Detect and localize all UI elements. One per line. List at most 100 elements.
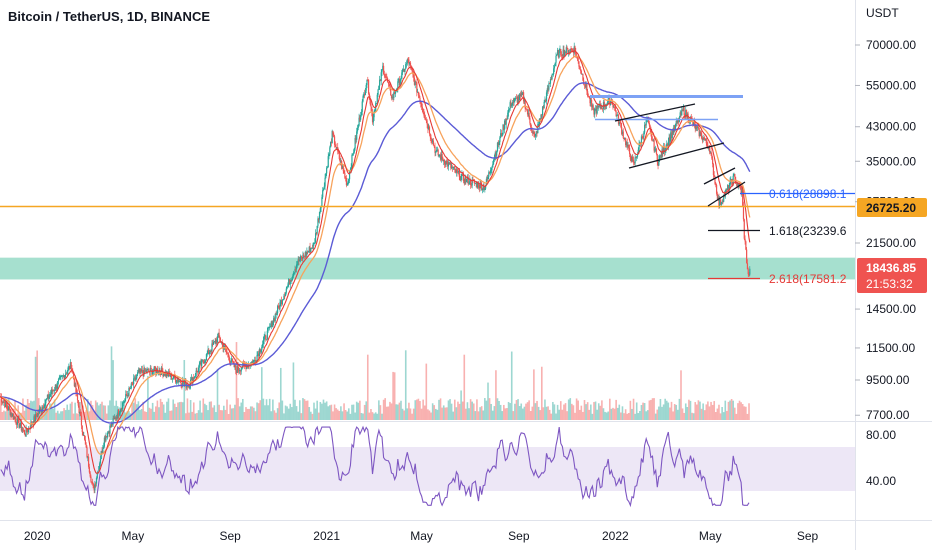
volume-bar (338, 410, 341, 420)
candle-body (439, 154, 441, 156)
candle-body (478, 187, 480, 189)
candle-body (538, 124, 540, 125)
volume-bar (683, 412, 685, 420)
volume-bar (132, 402, 135, 420)
candle-body (121, 402, 124, 410)
candle-body (260, 350, 262, 352)
candle-body (554, 62, 556, 67)
candle-body (125, 394, 128, 396)
candle-body (698, 127, 700, 137)
candle-body (520, 92, 522, 97)
candle-body (432, 140, 434, 143)
candle-body (460, 176, 462, 180)
volume-bar (86, 398, 89, 420)
volume-bar (463, 354, 466, 420)
candle-body (86, 447, 88, 458)
volume-bar (300, 413, 303, 420)
candle-body (95, 477, 98, 484)
candle-body (341, 166, 344, 169)
volume-bar (148, 407, 151, 420)
candle-body (474, 183, 476, 185)
candle-body (419, 97, 421, 103)
time-axis[interactable]: 2020 May Sep 2021 May Sep 2022 May Sep (24, 529, 819, 543)
volume-bar (17, 405, 19, 420)
volume-bar (555, 413, 557, 420)
candle-body (485, 178, 488, 186)
candle-body (731, 182, 734, 185)
candle-body (108, 431, 110, 434)
candle-body (616, 114, 618, 117)
candle-body (511, 105, 513, 107)
candle-body (682, 107, 684, 111)
volume-bar (447, 400, 450, 420)
volume-bar (68, 409, 70, 420)
candle-body (618, 122, 620, 125)
candle-body (365, 84, 367, 91)
volume-bar (506, 408, 508, 420)
volume-bar (340, 406, 342, 420)
volume-bar (341, 411, 344, 420)
candle-body (366, 79, 368, 85)
channel-top-line[interactable] (614, 103, 696, 122)
volume-bar (427, 409, 429, 420)
volume-bar (738, 400, 741, 420)
volume-bar (335, 408, 337, 420)
candle-body (632, 159, 635, 163)
candle-body (216, 339, 218, 343)
candle-body (693, 121, 696, 124)
candle-body (570, 48, 572, 50)
candle-body (565, 47, 567, 53)
channel-bottom-line[interactable] (628, 142, 725, 169)
candle-body (143, 368, 145, 376)
candle-body (393, 91, 395, 98)
candle-body (749, 268, 751, 275)
candle-body (557, 50, 559, 58)
candle-body (235, 365, 237, 371)
candle-body (59, 376, 61, 378)
candle-body (272, 322, 274, 328)
fib-2618-label: 2.618(17581.2 (769, 272, 847, 286)
candle-body (727, 185, 729, 190)
volume-bar (605, 412, 608, 420)
candle-body (730, 179, 732, 182)
candle-body (613, 106, 615, 108)
candle-body (111, 422, 113, 425)
candle-body (462, 174, 465, 182)
candle-body (131, 383, 133, 385)
candle-body (48, 396, 50, 399)
candle-body (360, 115, 362, 120)
volume-bar (229, 404, 231, 420)
volume-bar (58, 413, 61, 420)
candle-body (697, 126, 699, 128)
candle-body (19, 422, 22, 427)
candle-body (42, 406, 44, 410)
candle-body (80, 415, 83, 426)
candle-body (239, 370, 241, 371)
candle-body (163, 373, 166, 376)
candle-body (402, 69, 404, 71)
candle-body (190, 377, 193, 380)
candle-body (713, 175, 715, 177)
candle-body (72, 373, 75, 379)
candle-body (326, 167, 328, 174)
flag-bottom-line[interactable] (707, 181, 746, 207)
countdown-label: 21:53:32 (866, 277, 913, 291)
candle-body (740, 188, 742, 194)
volume-bar (520, 403, 523, 420)
flag-top-line[interactable] (703, 167, 736, 185)
volume-bar (705, 404, 708, 420)
candle-body (612, 104, 614, 108)
candle-body (279, 302, 281, 309)
candle-body (147, 369, 149, 370)
volume-bar (262, 398, 265, 420)
candle-body (418, 94, 420, 98)
volume-bar (523, 406, 526, 420)
candle-body (739, 186, 741, 189)
candle-body (716, 193, 718, 199)
candle-body (588, 96, 590, 98)
volume-bar (357, 402, 360, 420)
candle-body (274, 314, 276, 321)
candle-body (236, 365, 238, 373)
candle-body (80, 411, 82, 416)
